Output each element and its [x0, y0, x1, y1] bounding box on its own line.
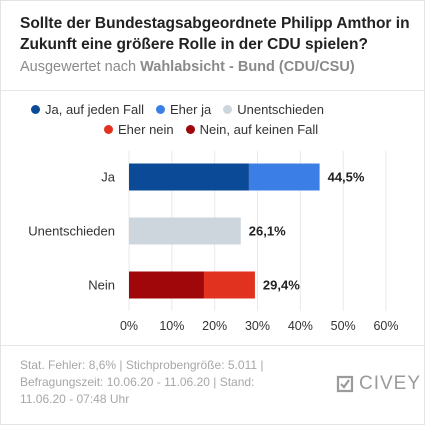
legend-label: Ja, auf jeden Fall: [45, 102, 145, 117]
category-label: Ja: [101, 170, 116, 185]
legend-item-nein-auf-keinen-fall[interactable]: Nein, auf keinen Fall: [185, 122, 319, 137]
category-label: Unentschieden: [28, 224, 115, 239]
chart-title: Sollte der Bundestagsabgeordnete Philipp…: [20, 15, 410, 53]
bar-total-label: 26,1%: [249, 224, 286, 239]
legend-label: Eher nein: [118, 122, 174, 137]
legend-item-unentschieden[interactable]: Unentschieden: [223, 102, 324, 117]
civey-logo[interactable]: CIVEY: [336, 373, 421, 395]
bar-chart: 0% 10% 20% 30% 40% 50% 60% Ja 44,5% Unentschieden…: [28, 151, 399, 333]
bar-segment[interactable]: [129, 217, 241, 245]
x-tick-label: 20%: [202, 319, 227, 333]
footer-meta: Stat. Fehler: 8,6% | Stichprobengröße: 5…: [20, 357, 320, 408]
x-tick-label: 40%: [288, 319, 313, 333]
legend-label: Unentschieden: [237, 102, 324, 117]
bar-segment[interactable]: [129, 271, 204, 299]
x-tick-label: 50%: [331, 319, 356, 333]
bar-segment[interactable]: [129, 163, 249, 191]
subtitle-filter[interactable]: Wahlabsicht - Bund (CDU/CSU): [140, 59, 355, 75]
category-label: Nein: [88, 278, 115, 293]
x-tick-label: 10%: [159, 319, 184, 333]
legend-row-2: Eher nein Nein, auf keinen Fall: [104, 122, 330, 137]
legend-row-1: Ja, auf jeden Fall Eher ja Unentschieden: [31, 102, 336, 117]
legend-label: Nein, auf keinen Fall: [199, 122, 319, 137]
civey-logo-text: CIVEY: [359, 373, 422, 394]
legend-item-ja-auf-jeden-fall[interactable]: Ja, auf jeden Fall: [31, 102, 144, 117]
chart-subtitle: Ausgewertet nach Wahlabsicht - Bund (CDU…: [20, 56, 415, 78]
legend-dot: [223, 105, 233, 114]
bar-total-label: 29,4%: [263, 278, 300, 293]
footer-line-3: 11.06.20 - 07:48 Uhr: [20, 392, 130, 406]
subtitle-prefix: Ausgewertet nach: [20, 59, 137, 75]
legend-label: Eher ja: [170, 102, 212, 117]
legend-item-eher-nein[interactable]: Eher nein: [104, 122, 174, 137]
legend-dot: [31, 105, 40, 114]
legend-dot: [156, 105, 166, 114]
x-tick-label: 30%: [245, 319, 270, 333]
chart-header: Sollte der Bundestagsabgeordnete Philipp…: [20, 13, 415, 78]
footer-line-1: Stat. Fehler: 8,6% | Stichprobengröße: 5…: [20, 358, 264, 372]
legend-item-eher-ja[interactable]: Eher ja: [156, 102, 211, 117]
footer-divider: [1, 345, 425, 346]
x-tick-label: 60%: [373, 319, 398, 333]
bar-segment[interactable]: [248, 163, 320, 191]
footer-line-2: Befragungszeit: 10.06.20 - 11.06.20 | St…: [20, 375, 255, 389]
legend-dot: [185, 125, 195, 134]
bar-total-label: 44,5%: [328, 170, 365, 185]
header-divider: [1, 90, 425, 91]
x-tick-label: 0%: [120, 319, 138, 333]
civey-logo-icon: [336, 375, 354, 393]
legend-dot: [104, 125, 113, 134]
bar-segment[interactable]: [203, 271, 255, 299]
